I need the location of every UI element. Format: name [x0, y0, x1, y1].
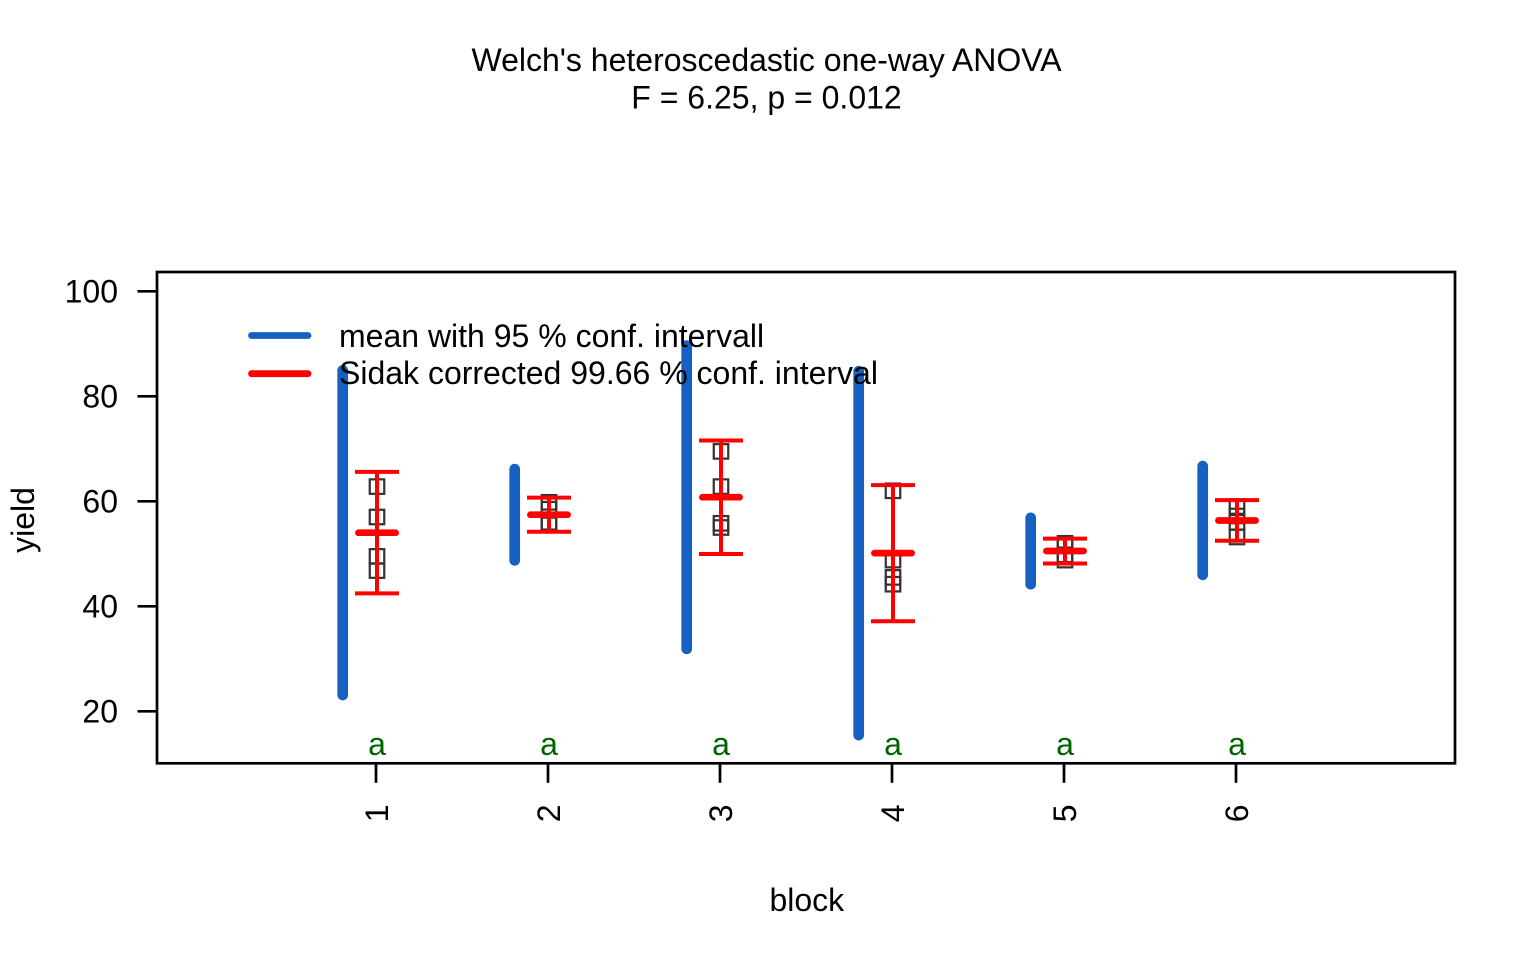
svg-text:mean with 95 % conf. intervall: mean with 95 % conf. intervall [339, 318, 764, 354]
svg-text:5: 5 [1047, 805, 1083, 823]
svg-text:a: a [540, 726, 558, 762]
svg-text:a: a [1228, 726, 1246, 762]
svg-text:40: 40 [82, 589, 118, 625]
svg-text:20: 20 [82, 694, 118, 730]
svg-text:F = 6.25, p = 0.012: F = 6.25, p = 0.012 [631, 80, 901, 116]
svg-text:100: 100 [65, 274, 118, 310]
svg-text:yield: yield [5, 487, 41, 553]
svg-text:a: a [1056, 726, 1074, 762]
svg-text:a: a [712, 726, 730, 762]
svg-text:Sidak corrected 99.66 % conf.: Sidak corrected 99.66 % conf. interval [339, 355, 878, 391]
svg-text:block: block [769, 882, 845, 918]
svg-text:4: 4 [875, 805, 911, 823]
svg-text:6: 6 [1219, 805, 1255, 823]
svg-text:a: a [884, 726, 902, 762]
svg-text:Welch's heteroscedastic one-wa: Welch's heteroscedastic one-way ANOVA [471, 42, 1062, 78]
svg-text:1: 1 [359, 805, 395, 823]
svg-text:a: a [368, 726, 386, 762]
svg-text:3: 3 [703, 805, 739, 823]
svg-text:60: 60 [82, 484, 118, 520]
svg-text:2: 2 [531, 805, 567, 823]
svg-text:80: 80 [82, 379, 118, 415]
